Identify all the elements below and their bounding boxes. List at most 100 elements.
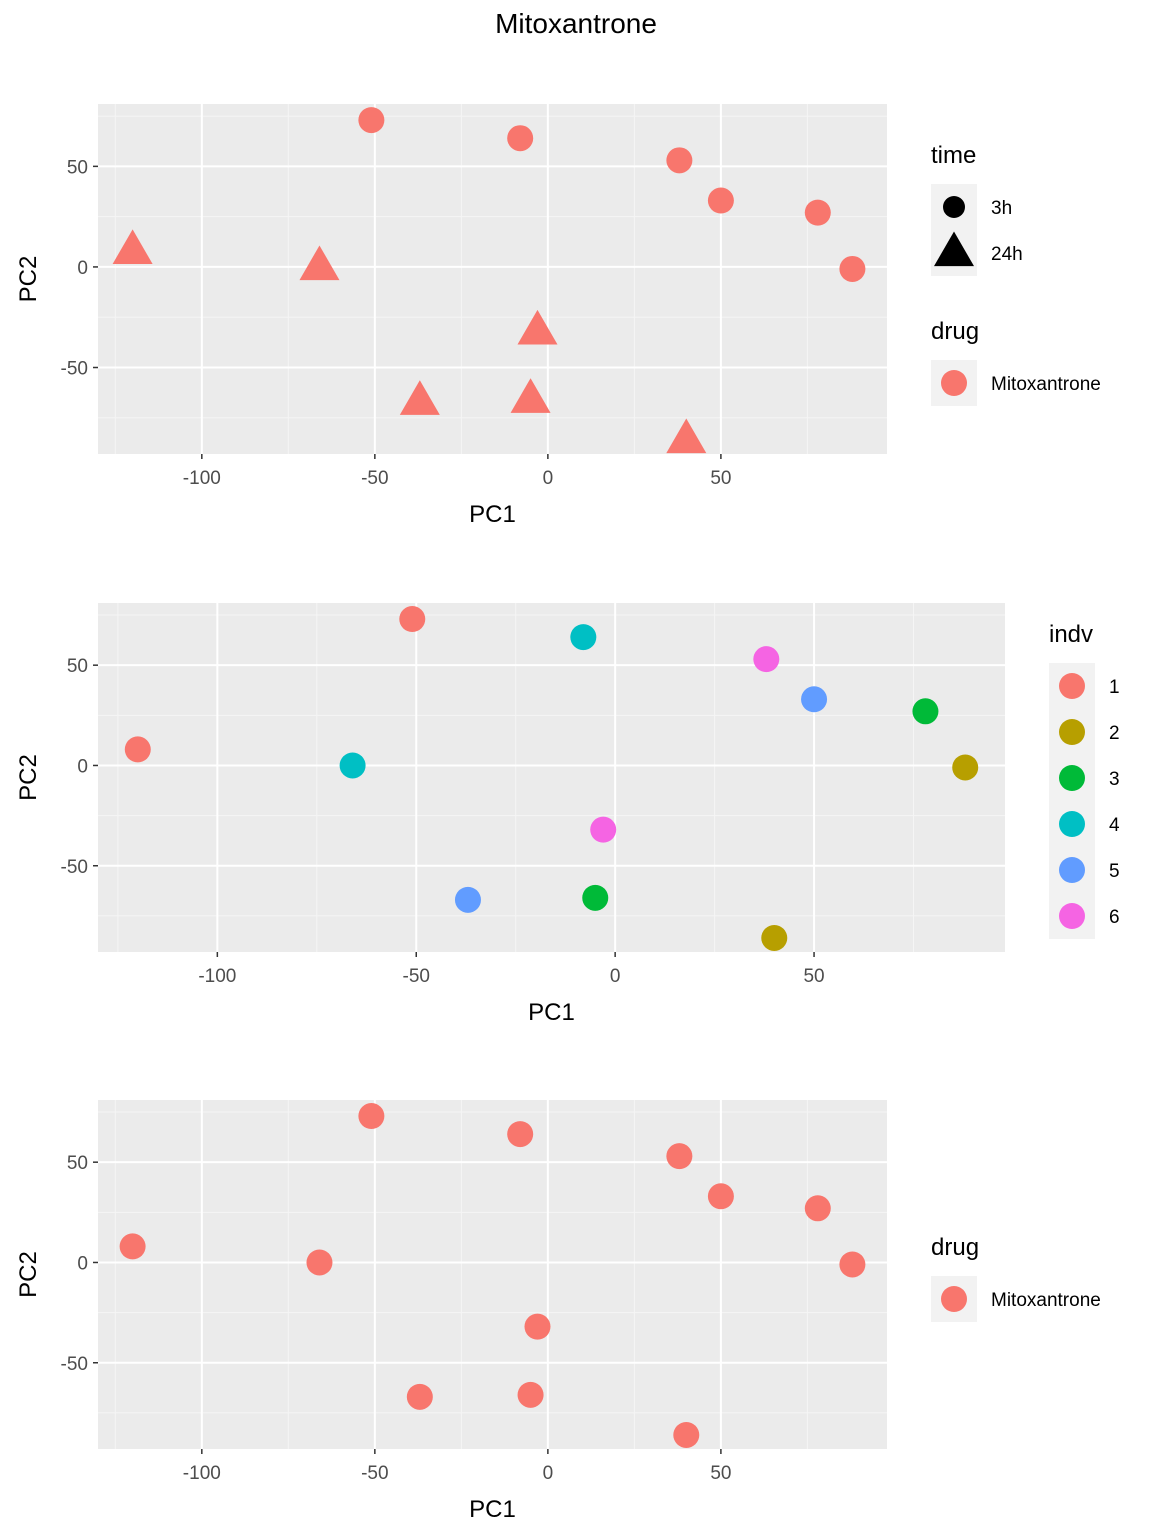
x-axis-title: PC1 <box>469 501 516 528</box>
x-tick-label: 50 <box>803 966 824 987</box>
y-tick-label: -50 <box>61 359 88 380</box>
data-point <box>666 1143 693 1170</box>
data-point <box>358 1103 385 1130</box>
legend-symbol-triangle <box>934 231 974 267</box>
legend-label: 6 <box>1109 907 1120 928</box>
data-point <box>753 646 780 673</box>
data-point-triangle <box>510 378 551 413</box>
y-tick-label: 0 <box>77 1253 88 1274</box>
legend-label: 5 <box>1109 861 1120 882</box>
data-point <box>306 1249 333 1276</box>
y-tick-label: 50 <box>67 656 88 677</box>
data-point <box>124 736 151 763</box>
legend: time 3h 24h drug Mitoxantrone <box>931 142 1101 406</box>
data-point <box>524 1313 551 1340</box>
legend-symbol <box>941 370 967 396</box>
legend-label: 3h <box>991 198 1012 219</box>
legend-label: 2 <box>1109 723 1120 744</box>
plot-panel <box>98 603 1005 952</box>
x-tick-label: -100 <box>198 966 236 987</box>
data-point <box>839 1251 866 1278</box>
data-point <box>839 255 866 282</box>
x-tick-label: -100 <box>183 1463 221 1484</box>
data-point <box>582 884 609 911</box>
legend-label: 3 <box>1109 769 1120 790</box>
x-tick-label: 0 <box>610 966 621 987</box>
legend-symbol <box>1059 857 1085 883</box>
legend-label: 4 <box>1109 815 1120 836</box>
y-tick-label: 0 <box>77 258 88 279</box>
chart-panel-1: -100 -50 0 50 -50 0 50 PC1 PC2 time 3h 24h drug Mitox… <box>15 104 1101 528</box>
data-point <box>119 1233 146 1260</box>
legend-symbol <box>943 196 965 218</box>
y-tick-label: -50 <box>61 857 88 878</box>
chart-panel-2: -100 -50 0 50 -50 0 50 PC1 PC2 indv 1 2 3 4 5 6 <box>15 603 1120 1026</box>
data-point <box>761 924 788 951</box>
x-tick-label: -50 <box>361 468 388 489</box>
data-point <box>507 1121 534 1148</box>
y-axis-title: PC2 <box>15 256 42 303</box>
data-point <box>590 816 617 843</box>
data-point <box>399 606 426 633</box>
y-tick-label: 50 <box>67 157 88 178</box>
data-point <box>952 754 979 781</box>
data-point-triangle <box>299 245 340 281</box>
legend-title: indv <box>1049 621 1093 648</box>
data-point <box>517 1381 544 1408</box>
x-tick-label: -50 <box>361 1463 388 1484</box>
legend-symbol <box>1059 903 1085 929</box>
y-tick-label: -50 <box>61 1354 88 1375</box>
data-point-triangle <box>666 418 707 454</box>
x-tick-label: 50 <box>710 1463 731 1484</box>
legend-symbol <box>1059 765 1085 791</box>
data-point <box>801 686 828 713</box>
legend-label: Mitoxantrone <box>991 374 1101 395</box>
legend-symbol <box>1059 811 1085 837</box>
figure-title: Mitoxantrone <box>495 8 657 39</box>
data-point <box>912 698 939 725</box>
data-point <box>339 752 366 779</box>
y-axis-title: PC2 <box>15 754 42 801</box>
data-point <box>570 624 597 651</box>
legend-label: 1 <box>1109 677 1120 698</box>
x-tick-label: 50 <box>710 468 731 489</box>
x-tick-label: 0 <box>543 468 554 489</box>
data-point <box>358 107 385 134</box>
panels: -100 -50 0 50-50050PC1PC2time3h24hdrugMitox… <box>15 104 1120 1523</box>
data-point <box>804 1195 831 1222</box>
data-point <box>406 1383 433 1410</box>
data-points <box>112 107 866 454</box>
plot-panel <box>98 1100 887 1449</box>
legend-symbol <box>941 1286 967 1312</box>
data-points <box>124 606 979 951</box>
data-point <box>673 1421 700 1448</box>
data-point <box>507 125 534 152</box>
legend-title: drug <box>931 1234 979 1261</box>
legend-symbol <box>1059 719 1085 745</box>
data-point <box>454 886 481 913</box>
data-point-triangle <box>112 229 153 265</box>
x-tick-label: -50 <box>403 966 430 987</box>
legend: drug Mitoxantrone <box>931 1234 1101 1322</box>
plot-panel <box>98 104 887 454</box>
y-tick-label: 0 <box>77 756 88 777</box>
data-point <box>707 1183 734 1210</box>
data-point <box>707 187 734 214</box>
x-tick-label: -100 <box>183 468 221 489</box>
legend-label: Mitoxantrone <box>991 1290 1101 1311</box>
data-point-triangle <box>399 380 440 415</box>
x-axis-title: PC1 <box>469 1496 516 1523</box>
data-points <box>119 1103 866 1448</box>
data-point <box>804 199 831 226</box>
legend-symbol <box>1059 673 1085 699</box>
x-axis-title: PC1 <box>528 999 575 1026</box>
data-point <box>666 147 693 174</box>
legend-label: 24h <box>991 244 1023 265</box>
data-point-triangle <box>517 309 558 345</box>
legend-title: drug <box>931 318 979 345</box>
chart-panel-3: -100 -50 0 50 -50 0 50 PC1 PC2 drug Mitoxantrone <box>15 1100 1101 1523</box>
x-tick-label: 0 <box>543 1463 554 1484</box>
legend: indv 1 2 3 4 5 6 <box>1049 621 1120 939</box>
legend-title: time <box>931 142 976 169</box>
